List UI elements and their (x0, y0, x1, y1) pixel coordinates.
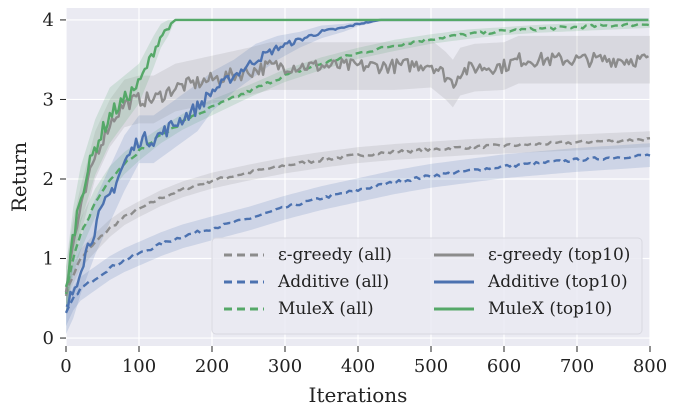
x-tick-label: 400 (341, 356, 375, 377)
y-tick-label: 3 (43, 89, 54, 110)
x-tick-label: 300 (268, 356, 302, 377)
legend-label: ε-greedy (top10) (488, 245, 630, 265)
tick-labels: 0 100 200 300 400 500 600 700 800 0 1 2 3 4 (43, 10, 668, 377)
y-tick-label: 1 (43, 249, 54, 270)
x-tick-label: 500 (414, 356, 448, 377)
legend-label: Additive (all) (277, 272, 389, 292)
x-axis-label: Iterations (309, 383, 408, 407)
series-line (64, 22, 651, 295)
y-tick-label: 2 (43, 169, 54, 190)
series-lines (64, 18, 651, 314)
x-tick-label: 100 (122, 356, 156, 377)
x-tick-label: 800 (633, 356, 667, 377)
y-tick-label: 4 (43, 10, 54, 31)
y-tick-label: 0 (43, 328, 54, 349)
legend-label: Additive (top10) (487, 272, 628, 292)
series-band (66, 19, 650, 335)
x-tick-label: 700 (560, 356, 594, 377)
series-line (64, 153, 651, 314)
series-band (66, 131, 650, 303)
y-axis-label: Return (7, 142, 31, 212)
legend-label: ε-greedy (all) (278, 245, 392, 265)
series-band (66, 143, 650, 327)
legend-box (211, 237, 643, 335)
x-tick-label: 200 (195, 356, 229, 377)
x-tick-label: 0 (60, 356, 71, 377)
series-line (64, 137, 651, 297)
legend: ε-greedy (all) Additive (all) MuleX (all) ε… (211, 237, 643, 335)
legend-label: MuleX (all) (278, 299, 374, 319)
legend-label: MuleX (top10) (488, 299, 612, 319)
x-tick-label: 600 (487, 356, 521, 377)
series-line (64, 51, 650, 293)
series-line (64, 18, 649, 288)
